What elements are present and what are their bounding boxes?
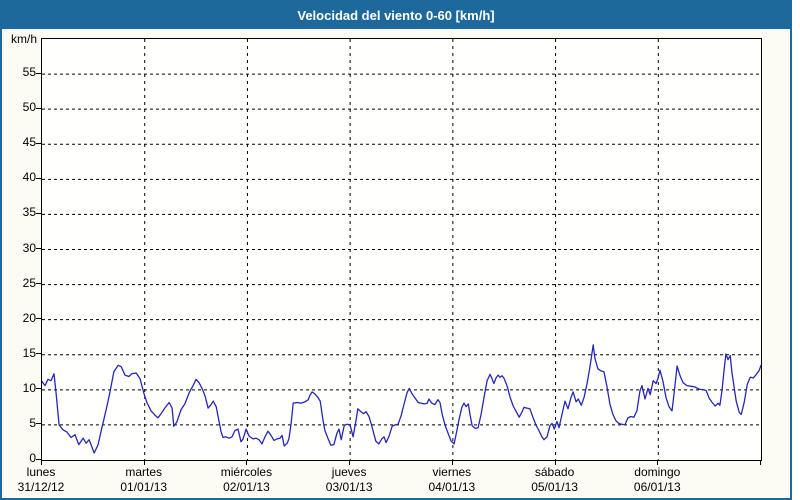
day-date: 01/01/13 <box>120 480 168 494</box>
y-tick-label: 0 <box>29 451 36 465</box>
day-name: sábado <box>534 465 575 479</box>
day-date: 05/01/13 <box>531 480 578 494</box>
y-tick-label: 5 <box>29 415 36 430</box>
day-date: 06/01/13 <box>633 480 681 494</box>
day-name: miércoles <box>220 465 273 479</box>
y-tick <box>36 388 41 390</box>
x-day-label: miércoles 02/01/13 <box>198 465 294 495</box>
x-tick <box>657 460 659 465</box>
wind-speed-line <box>42 344 761 454</box>
x-tick <box>760 460 761 465</box>
x-tick <box>349 460 351 465</box>
y-tick <box>36 212 41 214</box>
y-tick-label: 45 <box>22 135 36 150</box>
wind-speed-chart <box>42 39 761 460</box>
plot-area <box>41 38 762 461</box>
x-day-label: sábado 05/01/13 <box>507 465 603 495</box>
y-tick-label: 25 <box>22 275 36 290</box>
y-tick <box>36 107 41 109</box>
y-tick <box>36 423 41 425</box>
day-date: 31/12/12 <box>17 480 65 494</box>
y-tick <box>36 458 41 460</box>
y-tick <box>36 353 41 355</box>
y-tick-label: 50 <box>22 100 36 115</box>
y-axis-unit-label: km/h <box>10 32 37 46</box>
y-tick <box>36 283 41 285</box>
x-day-label: jueves 03/01/13 <box>301 465 397 495</box>
y-tick-label: 40 <box>22 170 36 185</box>
chart-title-bar: Velocidad del viento 0-60 [km/h] <box>2 2 790 29</box>
day-date: 02/01/13 <box>223 480 270 494</box>
y-tick <box>36 248 41 249</box>
y-tick-label: 35 <box>22 205 36 220</box>
day-name: lunes <box>26 465 56 479</box>
x-tick <box>41 460 42 465</box>
day-name: domingo <box>634 465 681 479</box>
day-date: 03/01/13 <box>325 480 373 494</box>
x-day-label: domingo 06/01/13 <box>609 465 705 495</box>
day-date: 04/01/13 <box>428 480 476 494</box>
x-tick <box>554 460 556 465</box>
day-name: jueves <box>331 465 367 479</box>
y-tick-label: 20 <box>22 310 36 325</box>
x-tick <box>451 460 453 465</box>
y-tick <box>36 142 41 144</box>
chart-title: Velocidad del viento 0-60 [km/h] <box>297 8 495 23</box>
x-tick <box>246 460 248 465</box>
x-day-label: lunes 31/12/12 <box>0 465 89 495</box>
y-tick-label: 15 <box>22 345 36 360</box>
day-name: viernes <box>432 465 472 479</box>
y-tick-label: 30 <box>22 240 36 255</box>
y-tick <box>36 318 41 320</box>
y-tick-label: 10 <box>22 380 36 395</box>
y-tick <box>36 177 41 179</box>
x-day-label: martes 01/01/13 <box>96 465 192 495</box>
x-day-label: viernes 04/01/13 <box>404 465 500 495</box>
day-name: martes <box>125 465 163 479</box>
x-tick <box>143 460 145 465</box>
y-tick-label: 55 <box>22 65 36 80</box>
y-tick <box>36 72 41 74</box>
